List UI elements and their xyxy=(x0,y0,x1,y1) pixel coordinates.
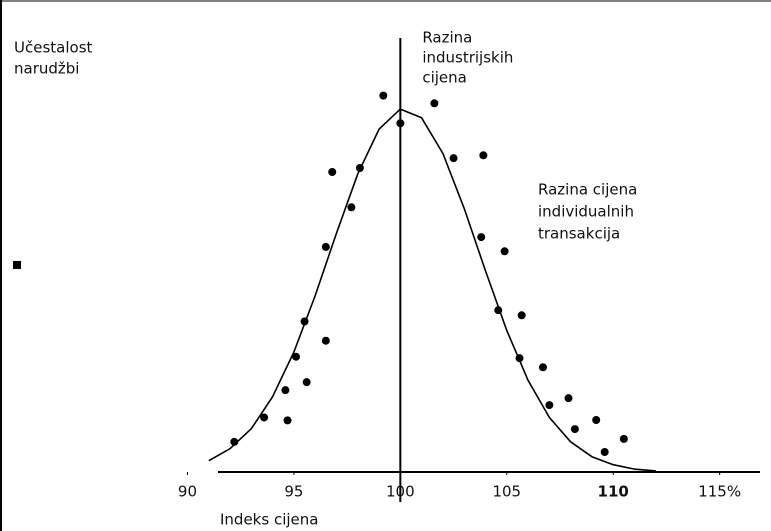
marker xyxy=(13,261,21,269)
point xyxy=(494,306,503,315)
point xyxy=(347,203,356,212)
annotation: Razina cijena xyxy=(538,181,637,199)
point xyxy=(515,354,524,363)
point xyxy=(260,413,269,422)
point xyxy=(517,311,526,320)
point xyxy=(430,99,439,108)
point xyxy=(355,164,364,172)
point xyxy=(619,434,628,443)
point xyxy=(321,242,330,251)
point xyxy=(477,233,486,242)
point xyxy=(500,247,509,256)
x-tick-label: 110 xyxy=(598,483,629,501)
x-tick-label: 90 xyxy=(178,483,197,501)
y-label: Učestalost xyxy=(14,39,93,57)
point xyxy=(283,416,292,425)
annotation: individualnih xyxy=(538,203,634,221)
reference-label: industrijskih xyxy=(422,49,513,67)
point xyxy=(570,425,579,434)
point xyxy=(281,386,290,395)
point xyxy=(479,151,488,160)
point xyxy=(292,352,301,361)
reference-label: Razina xyxy=(422,29,472,47)
reference-label: cijena xyxy=(422,69,467,87)
point xyxy=(300,317,309,326)
point xyxy=(302,378,311,387)
x-tick-label: 115% xyxy=(698,483,741,501)
point xyxy=(396,119,405,128)
curve xyxy=(208,108,656,472)
point xyxy=(379,91,388,100)
x-label: Indeks cijena xyxy=(220,511,318,529)
annotation: transakcija xyxy=(538,225,620,243)
point xyxy=(600,448,609,456)
y-label: narudžbi xyxy=(14,60,79,78)
point xyxy=(230,437,239,446)
x-tick-label: 95 xyxy=(284,483,303,501)
point xyxy=(321,336,330,345)
point xyxy=(564,394,573,403)
point xyxy=(592,416,601,424)
point xyxy=(545,401,554,410)
point xyxy=(449,154,458,163)
point xyxy=(538,363,547,372)
point xyxy=(328,168,337,176)
x-tick-label: 105 xyxy=(492,483,521,501)
